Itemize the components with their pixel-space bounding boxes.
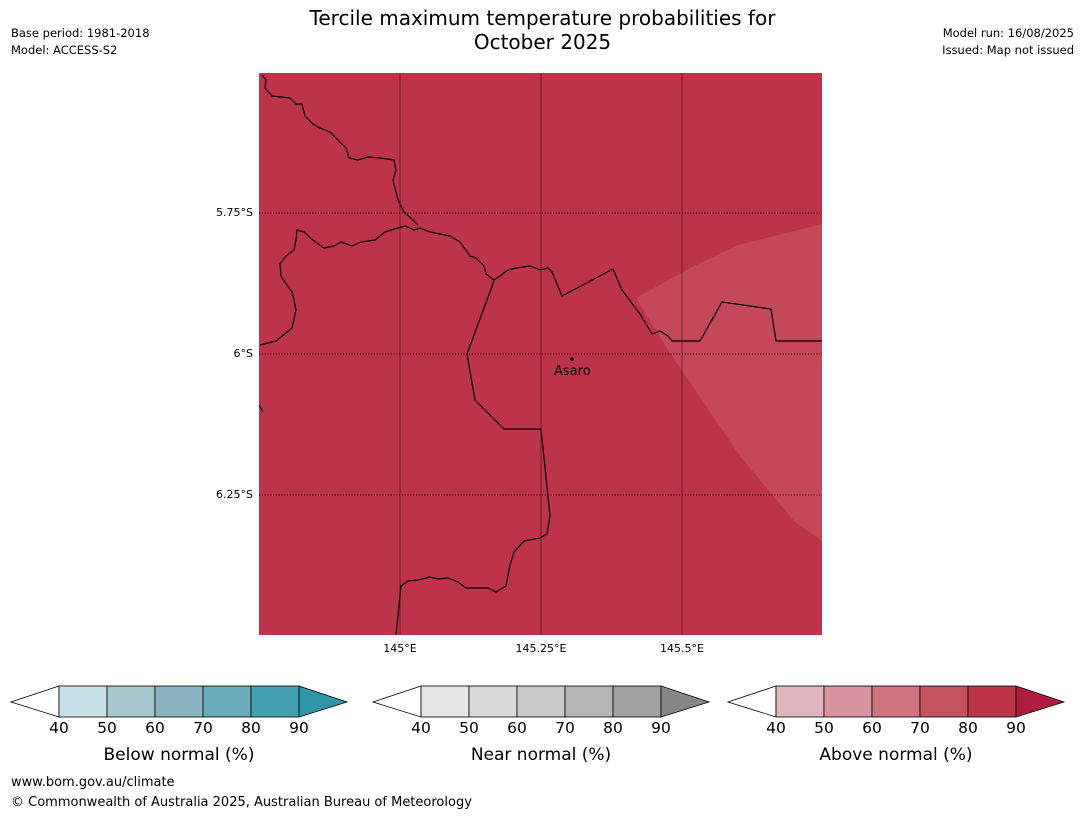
colorbar-near-tick: 80 — [603, 719, 623, 737]
colorbar-above-segment-50-60 — [823, 685, 873, 718]
colorbar-near-segment-70-80 — [564, 685, 614, 718]
lat-label-6: 6°S — [233, 347, 253, 360]
base-period-text: Base period: 1981-2018 — [11, 26, 150, 40]
border-central — [259, 225, 822, 346]
colorbar-near-segment-80-90 — [612, 685, 662, 718]
map-region-above-70-80 — [636, 224, 822, 541]
footer-copyright: © Commonwealth of Australia 2025, Austra… — [11, 795, 472, 810]
colorbar-above-tick: 70 — [910, 719, 930, 737]
colorbar-above-tick: 90 — [1006, 719, 1026, 737]
colorbar-above-label: Above normal (%) — [819, 745, 973, 765]
colorbar-above-segment-60-70 — [871, 685, 921, 718]
chart-title-line-1: Tercile maximum temperature probabilitie… — [309, 6, 776, 30]
colorbar-near-tick: 40 — [411, 719, 431, 737]
colorbar-above-segment-70-80 — [919, 685, 969, 718]
colorbar-below-segment-60-70 — [154, 685, 204, 718]
footer-website: www.bom.gov.au/climate — [11, 775, 175, 790]
city-marker-asaro — [570, 357, 574, 361]
city-label-asaro: Asaro — [554, 364, 591, 379]
border-west-fragment — [258, 404, 264, 413]
colorbar-near-extend-high — [660, 685, 711, 718]
colorbar-above-extend-high — [1015, 685, 1066, 718]
colorbar-below-normal — [9, 685, 349, 718]
colorbar-above-segment-80-90 — [967, 685, 1017, 718]
model-run-text: Model run: 16/08/2025 — [942, 26, 1074, 40]
colorbar-below-segment-40-50 — [58, 685, 108, 718]
colorbar-near-segment-60-70 — [516, 685, 566, 718]
issued-text: Issued: Map not issued — [942, 43, 1074, 57]
chart-title-line-2: October 2025 — [473, 30, 612, 54]
colorbar-near-tick: 60 — [507, 719, 527, 737]
colorbar-above-extend-low — [726, 685, 777, 718]
colorbar-below-tick: 40 — [49, 719, 69, 737]
colorbar-near-tick: 50 — [459, 719, 479, 737]
lon-label-145-25: 145.25°E — [515, 642, 567, 655]
colorbar-above-tick: 40 — [766, 719, 786, 737]
colorbar-near-tick: 90 — [651, 719, 671, 737]
chart-title: Tercile maximum temperature probabilitie… — [0, 6, 1085, 54]
province-borders — [258, 74, 822, 636]
colorbar-below-extend-high — [298, 685, 349, 718]
colorbar-below-label: Below normal (%) — [103, 745, 255, 765]
colorbar-above-segment-40-50 — [775, 685, 825, 718]
colorbar-near-label: Near normal (%) — [470, 745, 612, 765]
colorbar-below-segment-70-80 — [202, 685, 252, 718]
colorbar-below-tick: 60 — [145, 719, 165, 737]
colorbar-below-tick: 70 — [193, 719, 213, 737]
colorbar-above-tick: 50 — [814, 719, 834, 737]
colorbar-below-segment-80-90 — [250, 685, 300, 718]
lon-label-145-5: 145.5°E — [660, 642, 704, 655]
colorbar-below-tick: 50 — [97, 719, 117, 737]
model-text: Model: ACCESS-S2 — [11, 43, 118, 57]
lat-label-6-25: 6.25°S — [216, 488, 253, 501]
metadata-left: Base period: 1981-2018 Model: ACCESS-S2 — [11, 25, 150, 59]
colorbar-above-tick: 60 — [862, 719, 882, 737]
colorbar-near-segment-40-50 — [420, 685, 470, 718]
metadata-right: Model run: 16/08/2025 Issued: Map not is… — [942, 25, 1074, 59]
lat-label-5-75: 5.75°S — [216, 206, 253, 219]
colorbar-near-normal — [371, 685, 711, 718]
colorbar-below-segment-50-60 — [106, 685, 156, 718]
colorbar-near-tick: 70 — [555, 719, 575, 737]
lon-label-145: 145°E — [383, 642, 417, 655]
colorbar-above-normal — [726, 685, 1066, 718]
colorbar-below-tick: 90 — [289, 719, 309, 737]
border-north-west — [261, 74, 419, 226]
border-south — [395, 280, 551, 636]
colorbar-near-extend-low — [371, 685, 422, 718]
grid-lines — [259, 73, 822, 635]
colorbar-above-tick: 80 — [958, 719, 978, 737]
colorbar-below-extend-low — [9, 685, 60, 718]
colorbar-near-segment-50-60 — [468, 685, 518, 718]
colorbar-below-tick: 80 — [241, 719, 261, 737]
